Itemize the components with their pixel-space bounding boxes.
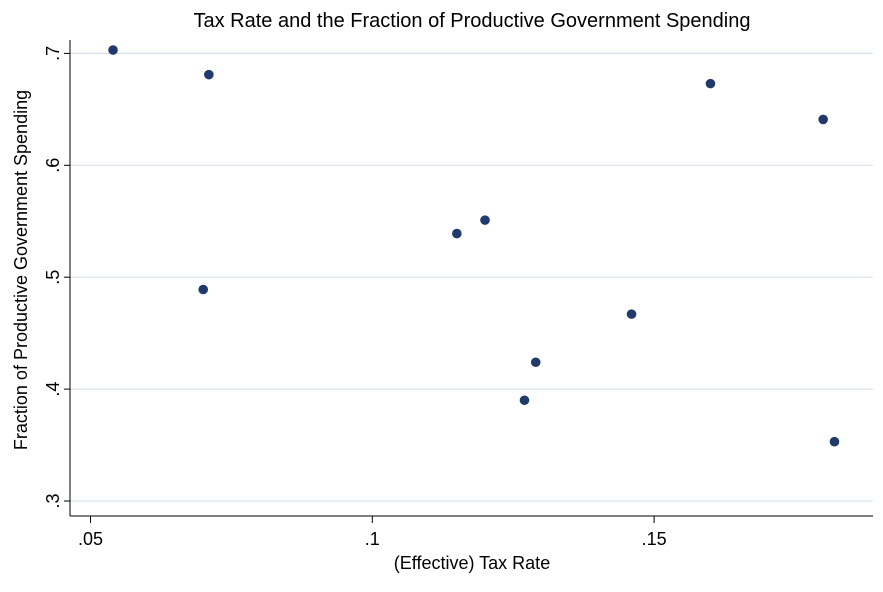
data-point (829, 436, 840, 447)
x-ticks: .05.1.15.2.25.3 (78, 516, 667, 549)
x-tick-label: .15 (642, 529, 667, 549)
chart-title: Tax Rate and the Fraction of Productive … (194, 10, 751, 32)
y-tick-label: .4 (43, 382, 63, 397)
data-point (705, 78, 716, 89)
data-points (108, 45, 840, 447)
y-ticks: .3 .4 .5 .6 .7 (43, 46, 70, 509)
x-tick-label: .1 (365, 529, 380, 549)
x-axis-label: (Effective) Tax Rate (394, 553, 550, 573)
y-tick-label: .3 (43, 493, 63, 508)
y-tick-label: .7 (43, 46, 63, 61)
data-point (204, 69, 214, 80)
y-tick-label: .6 (43, 158, 63, 173)
data-point (818, 114, 828, 125)
data-point (108, 45, 118, 55)
y-tick-label: .5 (43, 270, 63, 285)
x-tick-label: .05 (78, 529, 103, 549)
grid-lines (70, 52, 873, 502)
data-point (530, 357, 541, 368)
y-axis-label: Fraction of Productive Government Spendi… (11, 90, 31, 450)
data-point (452, 228, 462, 239)
data-point (519, 395, 530, 406)
data-point (626, 309, 637, 319)
data-point (198, 284, 209, 295)
data-point (480, 215, 490, 225)
